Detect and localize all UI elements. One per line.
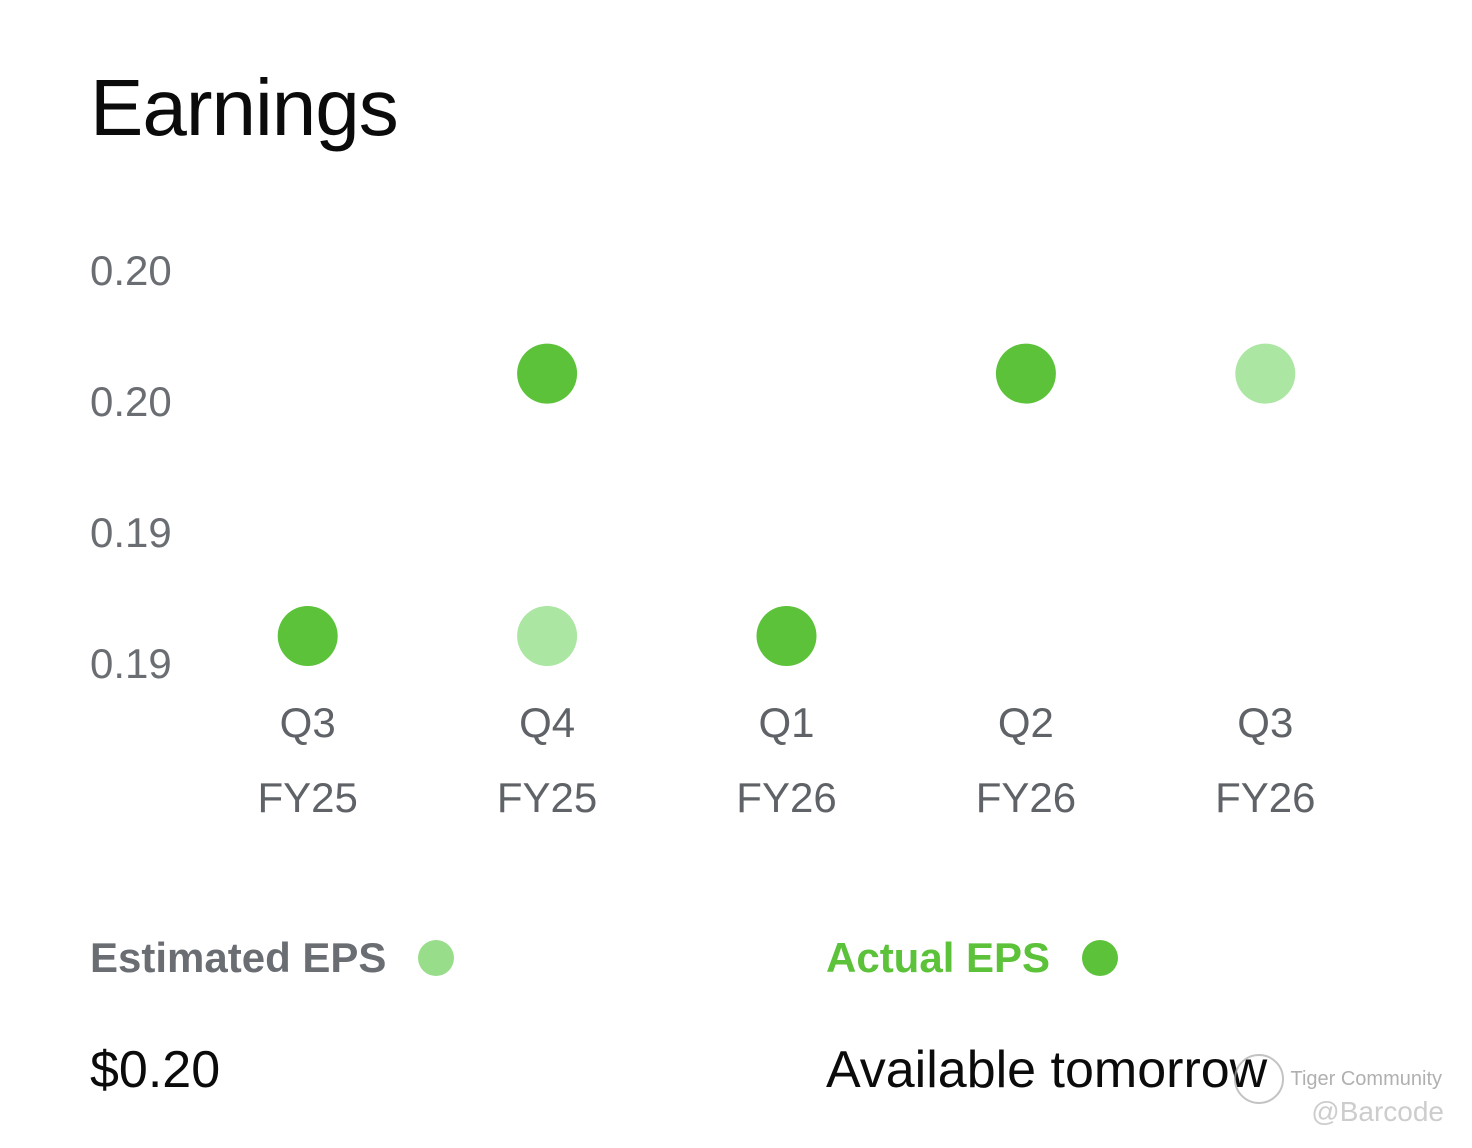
tiger-logo-icon	[1234, 1054, 1285, 1104]
x-tick-quarter: Q4	[519, 699, 575, 746]
legend-actual: Actual EPS	[826, 934, 1119, 982]
actual-eps-value: Available tomorrow	[826, 1041, 1268, 1099]
x-tick-fiscal-year: FY26	[976, 774, 1076, 821]
actual-eps-point[interactable]	[995, 343, 1056, 404]
y-tick-label: 0.19	[90, 640, 172, 687]
x-tick-quarter: Q3	[1237, 699, 1293, 746]
estimated-eps-point[interactable]	[1235, 343, 1296, 404]
estimated-dot-icon	[418, 940, 455, 976]
y-tick-label: 0.20	[90, 378, 172, 425]
actual-eps-point[interactable]	[517, 343, 578, 404]
x-tick-quarter: Q1	[758, 699, 814, 746]
legend-actual-label: Actual EPS	[826, 934, 1051, 981]
x-tick-quarter: Q3	[280, 699, 336, 746]
watermark-handle: @Barcode	[1311, 1096, 1444, 1127]
legend-estimated-label: Estimated EPS	[90, 934, 387, 981]
earnings-chart: 0.20 0.20 0.19 0.19 Q3 FY25 Q4 FY25 Q1 FY26 Q2 FY26…	[90, 247, 1315, 821]
watermark-community-text: Tiger Community	[1290, 1067, 1442, 1090]
actual-eps-point[interactable]	[756, 606, 817, 666]
y-tick-label: 0.19	[90, 509, 172, 556]
y-tick-label: 0.20	[90, 247, 172, 294]
legend-estimated: Estimated EPS	[90, 934, 455, 982]
x-tick-fiscal-year: FY25	[258, 774, 358, 821]
actual-eps-point[interactable]	[277, 606, 338, 666]
x-tick-fiscal-year: FY26	[1215, 774, 1315, 821]
estimated-eps-value: $0.20	[90, 1041, 221, 1099]
watermark-community: Tiger Community	[1234, 1054, 1442, 1104]
x-tick-fiscal-year: FY26	[736, 774, 836, 821]
x-tick-quarter: Q2	[998, 699, 1054, 746]
actual-dot-icon	[1082, 940, 1119, 976]
x-tick-fiscal-year: FY25	[497, 774, 597, 821]
estimated-eps-point[interactable]	[517, 606, 578, 666]
page-title: Earnings	[90, 63, 399, 152]
